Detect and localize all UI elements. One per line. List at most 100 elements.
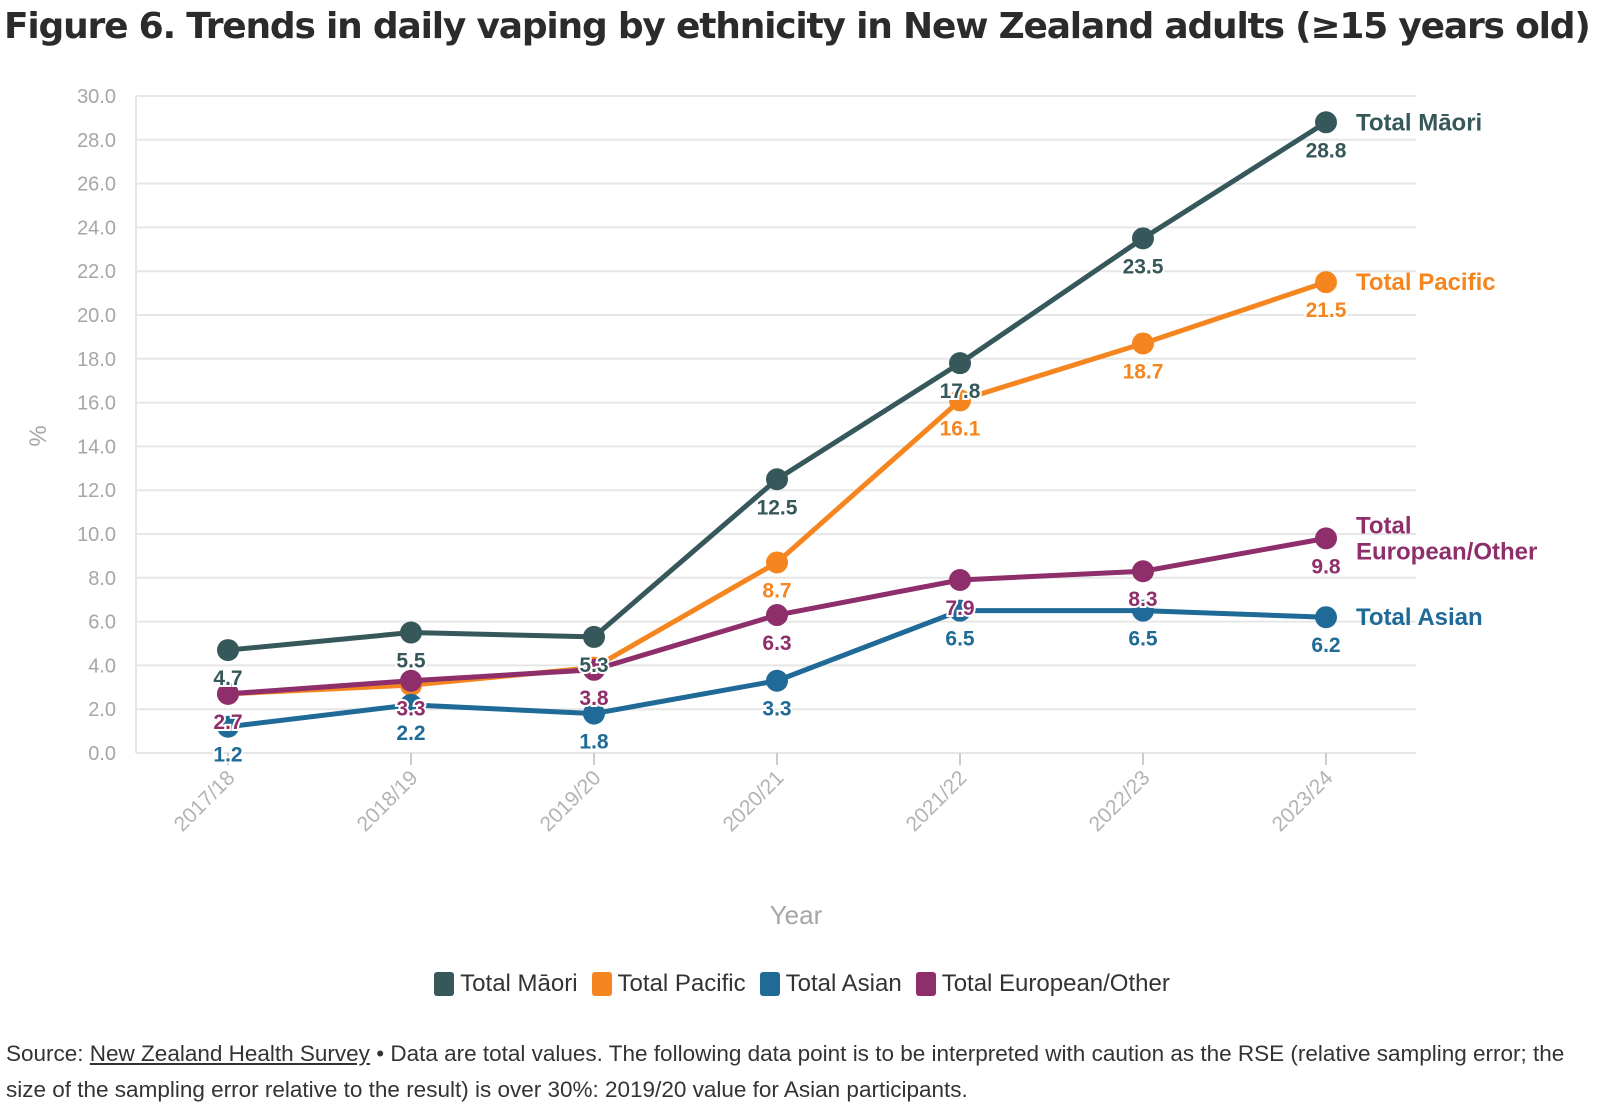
data-label: 8.7	[762, 579, 791, 602]
y-tick-label: 0.0	[88, 743, 116, 765]
data-label: 1.8	[579, 731, 609, 754]
data-point[interactable]	[217, 715, 239, 738]
y-axis-ticks: 0.0 2.0 4.0 6.0 8.0 10.0 12.0 14.0 16.0 18.0 20.0 2…	[77, 86, 116, 765]
y-tick-label: 2.0	[88, 699, 116, 721]
data-point[interactable]	[766, 551, 788, 574]
data-label: 23.5	[1123, 255, 1164, 278]
series-end-label-line: Total Asian	[1356, 604, 1483, 631]
data-point[interactable]	[217, 639, 239, 662]
data-label: 3.3	[396, 698, 425, 721]
data-point[interactable]	[1132, 227, 1154, 250]
data-point[interactable]	[949, 389, 971, 412]
x-axis-label: Year	[770, 900, 823, 930]
y-tick-label: 6.0	[88, 612, 116, 634]
series-end-label: Total Māori	[1356, 109, 1482, 136]
data-point[interactable]	[766, 669, 788, 692]
y-tick-label: 14.0	[77, 436, 116, 458]
x-tick-label: 2021/22	[902, 766, 972, 836]
legend-item-european-other[interactable]: Total European/Other	[915, 970, 1170, 998]
y-tick-label: 16.0	[77, 393, 116, 415]
y-tick-label: 30.0	[77, 86, 116, 108]
series-end-label-line: Total Pacific	[1356, 269, 1496, 296]
legend-label: Total European/Other	[941, 970, 1170, 997]
data-label: 4.7	[213, 667, 242, 690]
data-point[interactable]	[583, 625, 605, 648]
series-points	[217, 111, 1337, 738]
legend-swatch	[759, 972, 780, 996]
x-tick-label: 2023/24	[1268, 766, 1338, 836]
data-point[interactable]	[1132, 599, 1154, 622]
data-label: 3.3	[762, 698, 791, 721]
data-point[interactable]	[949, 352, 971, 375]
legend-swatch	[434, 972, 455, 996]
data-label: 16.1	[940, 417, 981, 440]
x-tick-label: 2017/18	[170, 766, 240, 836]
series-end-label: Total Pacific	[1356, 269, 1496, 296]
legend-item-maori[interactable]: Total Māori	[434, 970, 578, 998]
legend-label: Total Pacific	[617, 970, 746, 997]
y-tick-label: 8.0	[88, 568, 116, 590]
series-end-label-line: European/Other	[1356, 538, 1537, 565]
legend-item-asian[interactable]: Total Asian	[759, 970, 902, 998]
data-point[interactable]	[1132, 332, 1154, 355]
x-tick-label: 2019/20	[536, 766, 606, 836]
data-point[interactable]	[400, 621, 422, 644]
data-point[interactable]	[949, 568, 971, 591]
y-tick-label: 26.0	[77, 174, 116, 196]
data-point[interactable]	[1315, 271, 1337, 294]
data-label: 5.3	[579, 654, 608, 677]
series-end-label-line: Total	[1356, 512, 1412, 539]
gridlines	[135, 95, 1416, 754]
data-point[interactable]	[1315, 527, 1337, 550]
data-labels: 4.7 5.5 5.3 12.5 17.8 23.5 28.8 8.7 16.1 18.7 21.5…	[211, 137, 1348, 768]
data-point[interactable]	[949, 599, 971, 622]
legend-swatch	[591, 972, 612, 996]
data-point[interactable]	[400, 693, 422, 716]
data-point[interactable]	[217, 682, 239, 705]
data-label: 1.2	[213, 744, 242, 767]
data-point[interactable]	[766, 468, 788, 491]
line-chart: 0.0 2.0 4.0 6.0 8.0 10.0 12.0 14.0 16.0 18.0 20.0 2…	[25, 86, 1537, 930]
data-point[interactable]	[1132, 560, 1154, 583]
x-tick-label: 2022/23	[1085, 766, 1155, 836]
data-label: 6.5	[1128, 628, 1158, 651]
data-label: 2.7	[213, 711, 242, 734]
source-prefix: Source:	[6, 1041, 90, 1066]
data-point[interactable]	[583, 658, 605, 681]
data-label: 7.9	[945, 597, 974, 620]
x-tick-label: 2020/21	[719, 766, 789, 836]
data-label: 8.3	[1128, 588, 1157, 611]
y-tick-label: 18.0	[77, 349, 116, 371]
y-axis-label: %	[25, 425, 52, 446]
series-end-label: Total Asian	[1356, 604, 1483, 631]
series-end-label: Total European/Other	[1356, 512, 1537, 565]
data-label: 3.8	[579, 687, 609, 710]
data-label: 6.3	[762, 632, 791, 655]
data-point[interactable]	[1315, 606, 1337, 629]
y-tick-label: 28.0	[77, 130, 116, 152]
data-label: 12.5	[757, 496, 798, 519]
data-point[interactable]	[583, 702, 605, 725]
legend-label: Total Māori	[460, 970, 578, 997]
data-point[interactable]	[400, 669, 422, 692]
series-end-labels: Total Māori Total Pacific Total Asian Total…	[1356, 109, 1537, 631]
data-point[interactable]	[766, 604, 788, 627]
x-tick-label: 2018/19	[353, 766, 423, 836]
y-tick-label: 24.0	[77, 217, 116, 239]
data-label: 2.2	[396, 722, 425, 745]
y-tick-label: 10.0	[77, 524, 116, 546]
x-axis-ticks: 2017/18 2018/19 2019/20 2020/21 2021/22 2022/…	[170, 753, 1338, 836]
data-label: 6.2	[1311, 634, 1340, 657]
source-link[interactable]: New Zealand Health Survey	[89, 1041, 370, 1066]
series-end-label-line: Total Māori	[1356, 109, 1482, 136]
data-label: 18.7	[1123, 360, 1164, 383]
data-label: 9.8	[1311, 555, 1341, 578]
y-tick-label: 12.0	[77, 480, 116, 502]
data-label: 17.8	[940, 380, 981, 403]
data-point[interactable]	[1315, 111, 1337, 134]
legend-swatch	[915, 972, 936, 996]
legend: Total Māori Total Pacific Total Asian To…	[0, 970, 1604, 998]
legend-item-pacific[interactable]: Total Pacific	[591, 970, 746, 998]
data-label: 21.5	[1306, 299, 1347, 322]
source-note: Source: New Zealand Health Survey • Data…	[6, 1036, 1598, 1108]
